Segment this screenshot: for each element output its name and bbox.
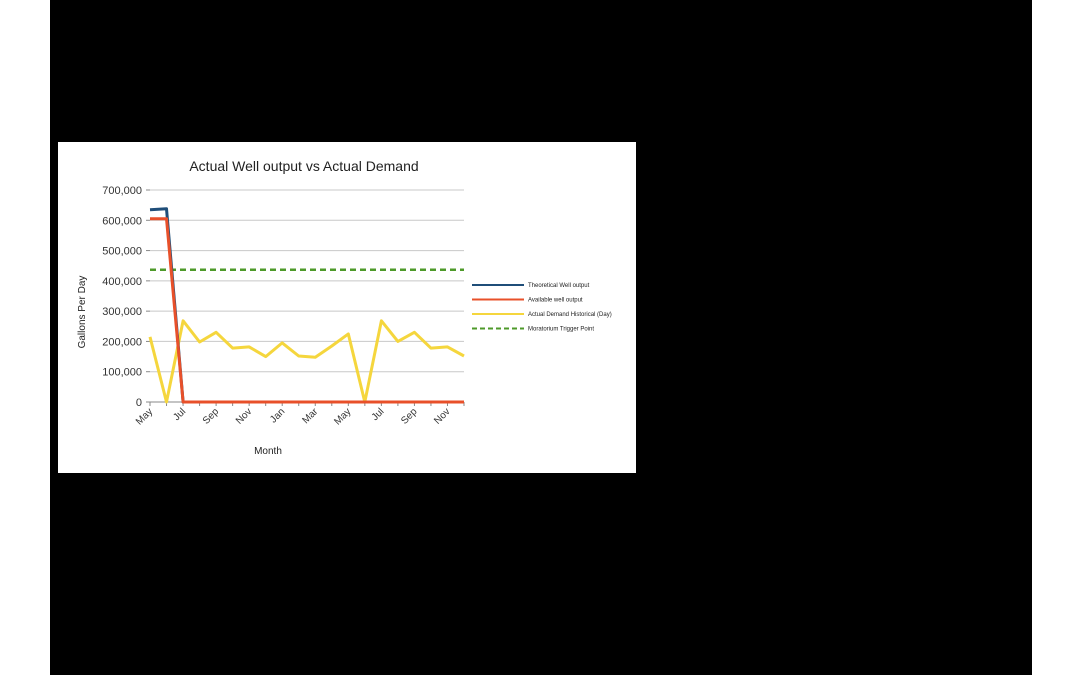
y-tick-label: 300,000 — [102, 306, 142, 318]
series-line — [150, 217, 464, 404]
legend-label: Available well output — [528, 298, 583, 304]
x-tick-label: Nov — [234, 406, 254, 426]
series-lines — [148, 207, 465, 404]
x-tick-label: Jul — [370, 406, 387, 423]
x-tick-label: May — [332, 406, 353, 427]
y-axis-ticks: 0 100,000 200,000 300,000 400,000 500,000 600,… — [102, 185, 142, 409]
chart-title: Actual Well output vs Actual Demand — [189, 158, 418, 174]
y-tick-label: 0 — [136, 397, 142, 409]
y-tick-label: 500,000 — [102, 246, 142, 258]
chart-panel: Actual Well output vs Actual Demand 0 100… — [58, 142, 636, 473]
y-tick-label: 200,000 — [102, 336, 142, 348]
legend: Theoretical Well output Available well ou… — [472, 283, 612, 333]
x-axis-ticks: May Jul Sep Nov Jan Mar May Jul Sep Nov — [134, 402, 465, 427]
y-tick-label: 100,000 — [102, 367, 142, 379]
gridlines — [146, 189, 464, 403]
series-line — [148, 319, 465, 404]
legend-label: Actual Demand Historical (Day) — [528, 312, 612, 318]
y-tick-label: 400,000 — [102, 276, 142, 288]
x-tick-label: Jan — [268, 406, 287, 425]
x-axis-label: Month — [254, 446, 282, 457]
x-tick-label: Mar — [300, 406, 320, 426]
x-tick-label: Jul — [171, 406, 188, 423]
y-tick-label: 600,000 — [102, 215, 142, 227]
legend-label: Theoretical Well output — [528, 283, 590, 289]
x-tick-label: Sep — [399, 406, 420, 427]
line-chart: Actual Well output vs Actual Demand 0 100… — [77, 158, 612, 457]
x-tick-label: May — [134, 406, 155, 427]
x-tick-label: Sep — [201, 406, 222, 427]
x-tick-label: Nov — [432, 406, 452, 426]
series-line — [149, 207, 464, 404]
y-tick-label: 700,000 — [102, 185, 142, 197]
legend-label: Moratorium Trigger Point — [528, 327, 594, 333]
y-axis-label: Gallons Per Day — [77, 276, 88, 349]
